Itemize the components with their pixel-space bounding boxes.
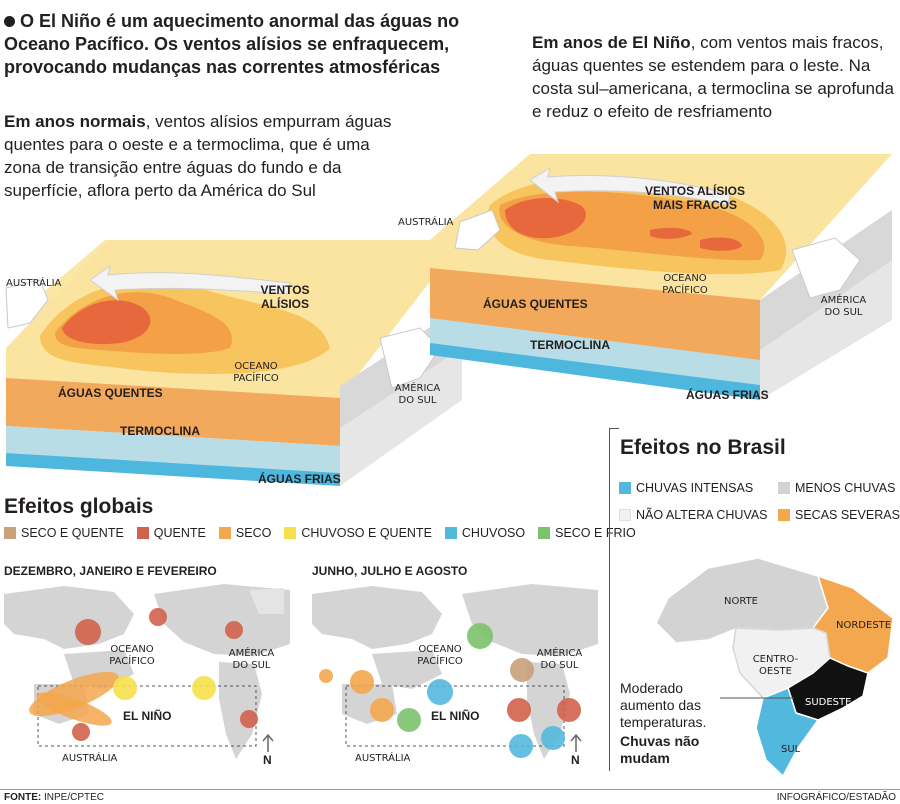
legend-item: QUENTE <box>136 526 206 540</box>
sudeste-note: Moderado aumento das temperaturas. Chuva… <box>620 680 707 766</box>
legend-item: SECO <box>218 526 271 540</box>
label-winds-normal: VENTOS ALÍSIOS <box>260 283 310 311</box>
legend-swatch <box>538 527 551 539</box>
global-legend: SECO E QUENTE QUENTE SECO CHUVOSO E QUEN… <box>4 526 649 540</box>
region-sul-label: SUL <box>781 744 801 755</box>
label-america-elnino: AMÉRICA DO SUL <box>820 295 867 318</box>
label-warm-normal: ÁGUAS QUENTES <box>58 386 163 400</box>
legend-swatch <box>778 509 790 521</box>
map2-australia-label: AUSTRÁLIA <box>355 753 411 764</box>
region-nordeste-label: NORDESTE <box>836 620 892 631</box>
normal-years-diagram <box>5 240 463 486</box>
legend-swatch <box>136 527 149 539</box>
footer-source: FONTE: INPE/CPTEC <box>4 792 105 803</box>
label-america-normal: AMÉRICA DO SUL <box>394 383 441 406</box>
global-effects-title: Efeitos globais <box>4 495 154 518</box>
map1-ocean-label: OCEANO PACÍFICO <box>109 644 155 667</box>
label-australia-normal: AUSTRÁLIA <box>6 278 62 289</box>
region-sudeste-label: SUDESTE <box>805 697 852 708</box>
label-australia-elnino: AUSTRÁLIA <box>398 217 454 228</box>
map2-ocean-label: OCEANO PACÍFICO <box>417 644 463 667</box>
legend-swatch <box>284 527 297 539</box>
region-centro-oeste-label: CENTRO- OESTE <box>752 654 799 677</box>
map1-north-icon: N <box>263 753 272 767</box>
label-cold-elnino: ÁGUAS FRIAS <box>686 388 769 402</box>
brazil-legend-item: NÃO ALTERA CHUVAS <box>619 508 768 522</box>
legend-item: SECO E FRIO <box>538 526 636 540</box>
map1-australia-label: AUSTRÁLIA <box>62 753 118 764</box>
map1-title: DEZEMBRO, JANEIRO E FEVEREIRO <box>4 564 217 578</box>
intro-text: O El Niño é um aquecimento anormal das á… <box>4 11 460 77</box>
legend-swatch <box>444 527 457 539</box>
legend-item: SECO E QUENTE <box>4 526 124 540</box>
legend-item: CHUVOSO <box>444 526 525 540</box>
label-winds-elnino: VENTOS ALÍSIOS MAIS FRACOS <box>644 184 746 212</box>
divider-vertical <box>609 428 610 771</box>
label-ocean-elnino: OCEANO PACÍFICO <box>662 273 708 296</box>
map1-elnino-label: EL NIÑO <box>123 709 172 723</box>
map1-america-label: AMÉRICA DO SUL <box>228 648 275 671</box>
brazil-legend-item: SECAS SEVERAS <box>778 508 900 522</box>
legend-swatch <box>218 527 231 539</box>
bullet-icon <box>4 16 15 27</box>
legend-swatch <box>619 509 631 521</box>
normal-years-text: Em anos normais, ventos alísios empurram… <box>4 112 392 200</box>
world-map-dec-jan-feb <box>4 584 290 759</box>
divider-tick <box>609 428 619 429</box>
map2-elnino-label: EL NIÑO <box>431 709 480 723</box>
legend-item: CHUVOSO E QUENTE <box>284 526 432 540</box>
map2-america-label: AMÉRICA DO SUL <box>536 648 583 671</box>
map2-north-icon: N <box>571 753 580 767</box>
legend-swatch <box>4 527 16 539</box>
label-cold-normal: ÁGUAS FRIAS <box>258 472 341 486</box>
label-ocean-normal: OCEANO PACÍFICO <box>233 361 279 384</box>
elnino-years-text: Em anos de El Niño, com ventos mais frac… <box>532 33 894 121</box>
elnino-years-diagram <box>430 154 892 400</box>
brazil-legend-item: CHUVAS INTENSAS <box>619 481 753 495</box>
brazil-legend-item: MENOS CHUVAS <box>778 481 895 495</box>
footer-rule <box>0 789 900 790</box>
label-thermocline-normal: TERMOCLINA <box>120 424 200 438</box>
brazil-map <box>655 557 894 778</box>
label-thermocline-elnino: TERMOCLINA <box>530 338 610 352</box>
map2-title: JUNHO, JULHO E AGOSTO <box>312 564 468 578</box>
label-warm-elnino: ÁGUAS QUENTES <box>483 297 588 311</box>
world-map-jun-jul-aug <box>312 584 598 759</box>
footer-credit: INFOGRÁFICO/ESTADÃO <box>776 792 896 803</box>
legend-swatch <box>619 482 631 494</box>
region-norte-label: NORTE <box>724 596 758 607</box>
legend-swatch <box>778 482 790 494</box>
brazil-effects-title: Efeitos no Brasil <box>620 436 786 459</box>
